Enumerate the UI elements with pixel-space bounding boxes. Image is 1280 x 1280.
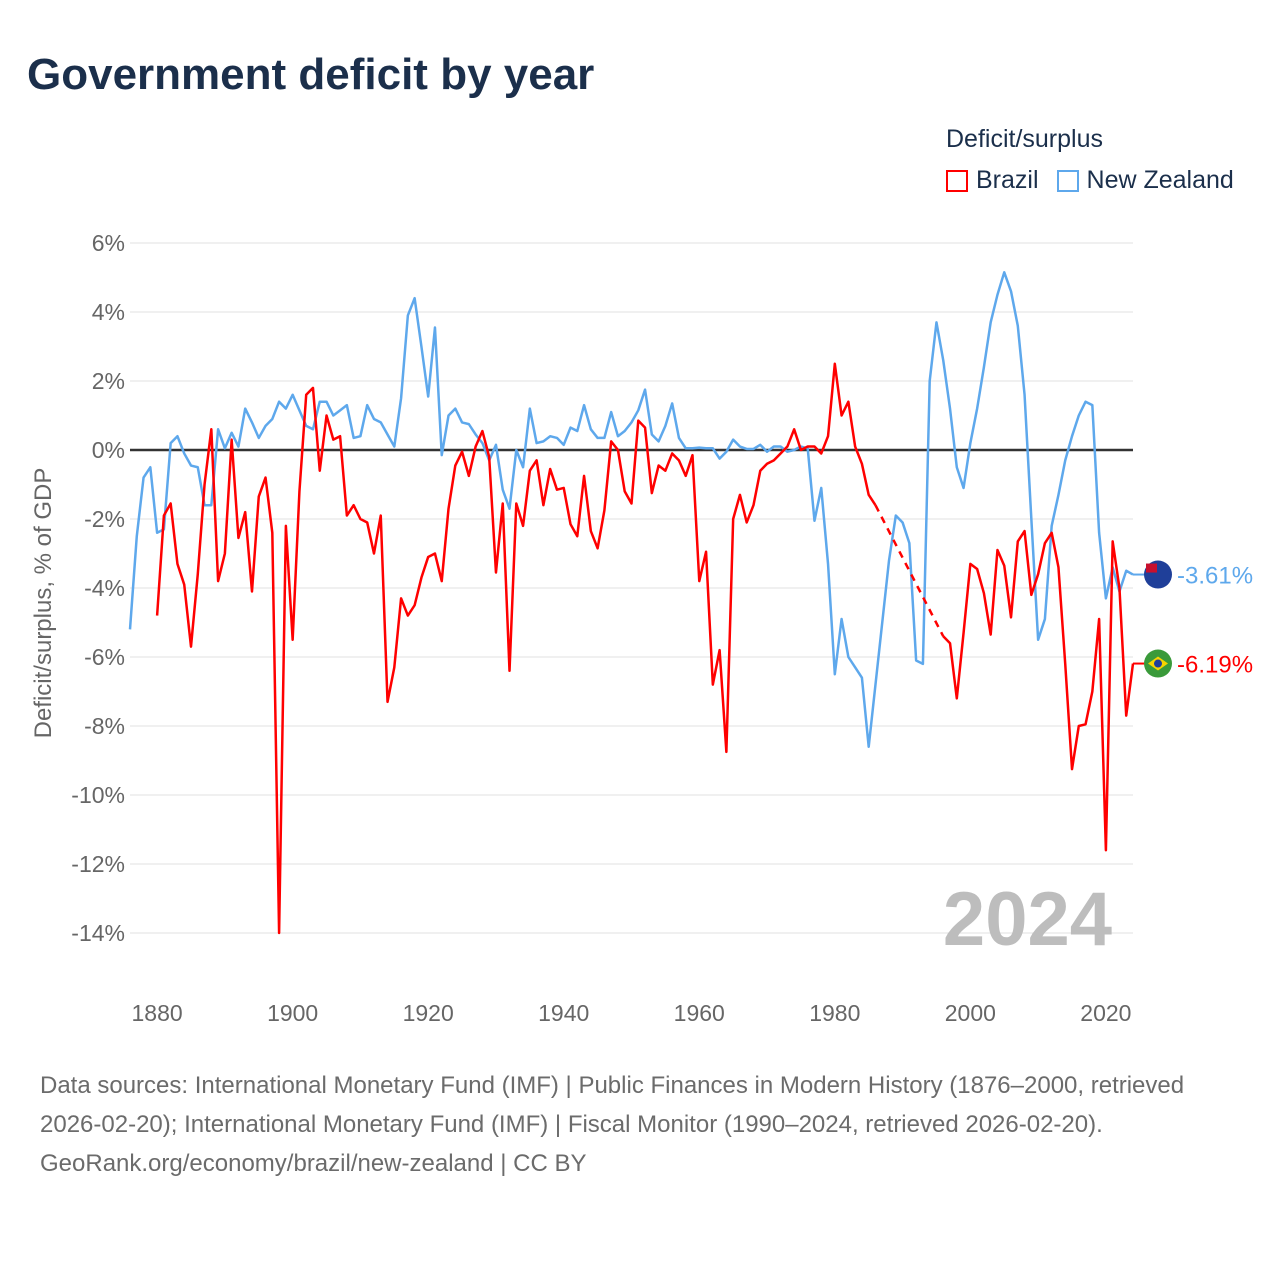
data-sources: Data sources: International Monetary Fun… [40,1072,1185,1138]
legend-item-brazil[interactable]: Brazil [946,166,1039,195]
series-gap-brazil [874,504,945,637]
flag-union-jack [1146,563,1157,573]
x-tick-label: 1940 [538,1000,589,1026]
x-tick-label: 2020 [1080,1000,1131,1026]
x-tick-label: 1960 [674,1000,725,1026]
legend-item-new-zealand[interactable]: New Zealand [1056,166,1234,195]
x-tick-label: 1920 [403,1000,454,1026]
y-axis-label: Deficit/surplus, % of GDP [30,468,57,739]
y-tick-label: -10% [71,782,125,808]
y-tick-label: 0% [92,437,125,463]
y-tick-label: -14% [71,920,125,946]
footer: Data sources: International Monetary Fun… [40,1066,1240,1183]
y-tick-label: -8% [84,713,125,739]
end-value-label-new-zealand: -3.61% [1177,563,1253,590]
credit-link[interactable]: GeoRank.org/economy/brazil/new-zealand |… [40,1150,587,1177]
y-tick-label: -12% [71,851,125,877]
y-tick-label: 2% [92,368,125,394]
legend-title: Deficit/surplus [946,125,1103,153]
legend-label-brazil: Brazil [976,166,1039,194]
y-tick-label: -4% [84,575,125,601]
x-tick-label: 2000 [945,1000,996,1026]
x-tick-label: 1900 [267,1000,318,1026]
y-tick-label: -6% [84,644,125,670]
x-tick-label: 1880 [132,1000,183,1026]
legend: Brazil New Zealand [946,166,1234,195]
line-chart: 6% 4% 2% 0% -2% -4% -6% -8% -10% -12% -14% 1880 1900… [30,230,1253,1026]
end-value-label-brazil: -6.19% [1177,652,1253,679]
legend-label-new-zealand: New Zealand [1086,166,1234,194]
legend-swatch-brazil [946,169,968,192]
x-tick-label: 1980 [809,1000,860,1026]
series-line-brazil [155,362,1135,935]
y-tick-label: 6% [92,230,125,256]
page-title: Government deficit by year [27,50,595,99]
series-line-new-zealand [128,271,1134,748]
legend-swatch-new-zealand [1056,169,1079,192]
y-tick-label: 4% [92,299,125,325]
flag-globe [1154,659,1162,668]
year-watermark: 2024 [943,877,1112,962]
y-tick-label: -2% [84,506,125,532]
